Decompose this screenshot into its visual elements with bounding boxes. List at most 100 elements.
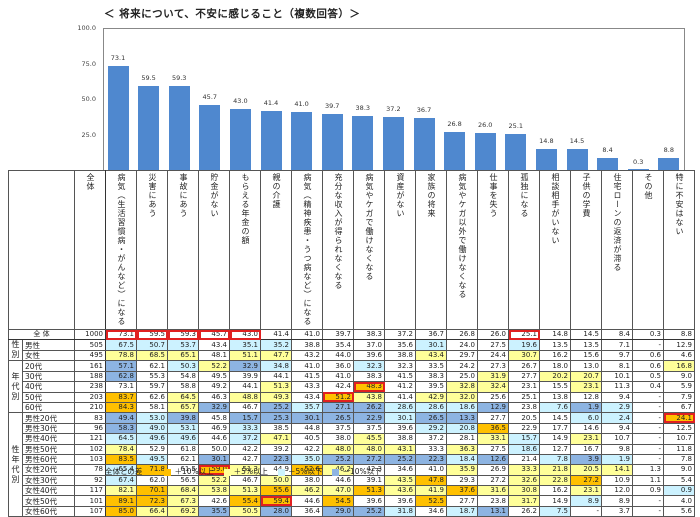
sample-size-cell: 495: [74, 349, 106, 362]
legend-swatch-icon: [223, 468, 231, 476]
value-cell: 3.9: [570, 453, 602, 466]
value-cell: 43.6: [384, 485, 416, 497]
value-cell: 41.0: [291, 328, 323, 341]
value-cell: 33.5: [415, 360, 447, 372]
row-group-label: 性年代別: [8, 412, 23, 517]
value-cell: 70.1: [136, 485, 168, 497]
table-row: 女性60代 107 85.0 66.4 69.2 35.5 50.5 28.0 36.4 29.0…: [9, 505, 695, 517]
value-cell: 32.3: [384, 360, 416, 372]
sample-size-cell: 102: [74, 443, 106, 455]
value-cell: 49.6: [167, 433, 199, 445]
row-label: 40代: [22, 381, 75, 393]
value-cell: 51.3: [229, 485, 261, 497]
bar-chart: 100.0 75.0 50.0 25.0 73.1 59.5 59.3 45.7 43.0 41…: [0, 0, 700, 170]
value-cell: 39.6: [384, 422, 416, 435]
value-cell: 22.9: [508, 422, 540, 435]
value-cell: 4.6: [663, 349, 695, 362]
row-label: 20代: [22, 360, 75, 372]
value-cell: 49.4: [105, 412, 137, 424]
value-cell: 46.9: [198, 422, 230, 435]
value-cell: 7.8: [539, 453, 571, 466]
value-cell: 19.6: [508, 339, 540, 351]
value-cell: 25.2: [260, 401, 292, 414]
value-cell: 1.3: [632, 464, 664, 476]
value-cell: 36.3: [446, 443, 478, 455]
value-cell: 35.4: [322, 339, 354, 351]
value-cell: 37.0: [353, 339, 385, 351]
value-cell: 26.5: [322, 412, 354, 424]
value-cell: 50.5: [229, 505, 261, 517]
sample-size-cell: 78: [74, 464, 106, 476]
value-cell: 38.3: [353, 328, 385, 341]
value-cell: 42.2: [229, 443, 261, 455]
bar-value-label: 26.0: [477, 121, 493, 130]
value-cell: 30.1: [198, 453, 230, 466]
value-cell: 26.8: [446, 328, 478, 341]
value-cell: 48.0: [353, 443, 385, 455]
value-cell: 43.3: [291, 381, 323, 393]
bar-value-label: 0.3: [633, 157, 644, 166]
value-cell: 25.2: [384, 453, 416, 466]
value-cell: 44.6: [291, 495, 323, 507]
value-cell: 9.8: [601, 443, 633, 455]
value-cell: 69.2: [167, 505, 199, 517]
value-cell: 39.6: [353, 495, 385, 507]
value-cell: 20.7: [570, 370, 602, 383]
bar-value-label: 8.8: [663, 145, 674, 154]
bar-value-label: 59.3: [171, 73, 187, 82]
value-cell: 8.4: [601, 328, 633, 341]
value-cell: 18.6: [508, 443, 540, 455]
table-row: 男性30代 96 58.3 49.0 53.1 46.9 33.3 38.5 44.8 37.5 3…: [9, 422, 695, 435]
table-row: 30代 188 62.8 55.3 54.8 49.5 39.9 44.1 41.5 41.0 38…: [9, 370, 695, 383]
value-cell: 14.9: [539, 433, 571, 445]
value-cell: 50.7: [136, 339, 168, 351]
value-cell: 32.4: [477, 381, 509, 393]
value-cell: 36.7: [415, 328, 447, 341]
value-cell: 42.6: [198, 495, 230, 507]
table-row: 60代 210 84.3 58.1 65.7 32.9 46.7 25.2 35.7 27.1 26…: [9, 401, 695, 414]
value-cell: 26.9: [477, 464, 509, 476]
column-header: 病気やケガで働けなくなる: [365, 173, 374, 281]
value-cell: 54.5: [322, 495, 354, 507]
value-cell: 44.1: [229, 381, 261, 393]
value-cell: 28.1: [446, 433, 478, 445]
bar-value-label: 41.4: [263, 99, 279, 108]
value-cell: 10.7: [601, 433, 633, 445]
value-cell: 50.0: [198, 443, 230, 455]
row-label: 50代: [22, 391, 75, 403]
value-cell: 26.7: [508, 360, 540, 372]
value-cell: -: [632, 401, 664, 414]
value-cell: 37.5: [353, 422, 385, 435]
sample-size-cell: 188: [74, 370, 106, 383]
bar: [291, 111, 313, 170]
value-cell: 23.8: [508, 401, 540, 414]
y-tick-label: 50.0: [81, 95, 96, 103]
legend-item: －5%以下: [278, 467, 322, 476]
row-label: 女性: [22, 349, 75, 362]
sample-size-cell: 92: [74, 474, 106, 487]
column-header: 孤独になる: [520, 173, 529, 218]
value-cell: 12.5: [663, 422, 695, 435]
value-cell: 18.7: [446, 505, 478, 517]
value-cell: 42.2: [291, 443, 323, 455]
column-header: 家族の将来: [427, 173, 436, 218]
value-cell: 32.9: [198, 401, 230, 414]
value-cell: 25.1: [508, 328, 540, 341]
value-cell: 57.1: [105, 360, 137, 372]
value-cell: 72.3: [136, 495, 168, 507]
bar-value-label: 26.8: [447, 119, 462, 128]
value-cell: 32.6: [508, 474, 540, 487]
value-cell: 41.5: [291, 370, 323, 383]
value-cell: 12.6: [477, 453, 509, 466]
value-cell: 39.9: [229, 370, 261, 383]
value-cell: 30.1: [415, 339, 447, 351]
value-cell: 62.6: [136, 391, 168, 403]
row-group-label: 性別: [8, 339, 23, 362]
value-cell: 31.6: [477, 485, 509, 497]
value-cell: 23.1: [570, 433, 602, 445]
value-cell: 35.5: [198, 505, 230, 517]
value-cell: 52.9: [136, 443, 168, 455]
value-cell: 10.1: [601, 370, 633, 383]
value-cell: 49.5: [136, 453, 168, 466]
value-cell: 67.5: [105, 339, 137, 351]
